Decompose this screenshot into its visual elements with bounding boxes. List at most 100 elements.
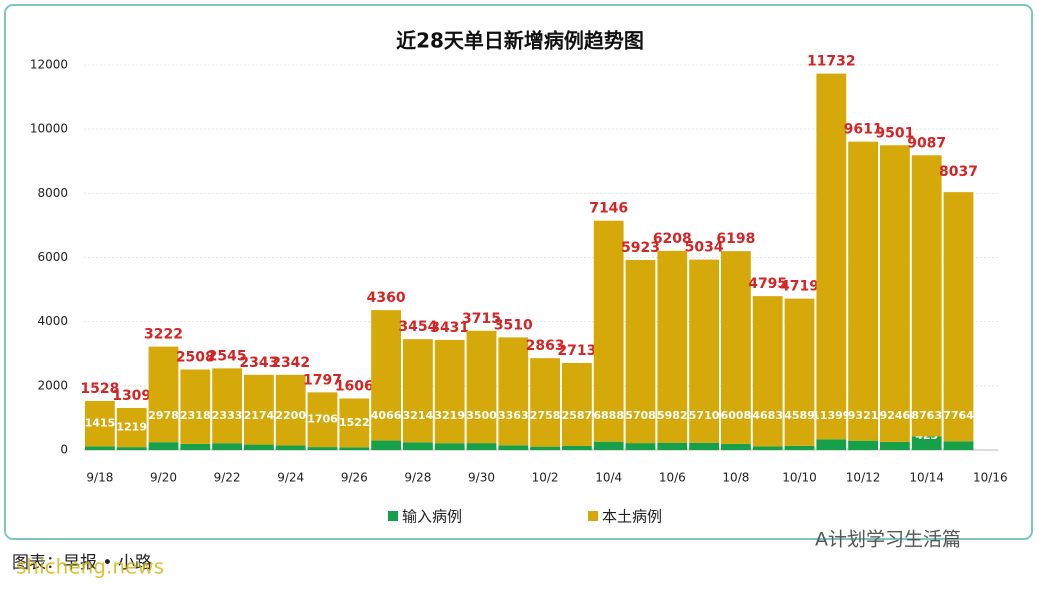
total-label: 2713 [557,343,596,359]
total-label: 9611 [844,122,883,138]
value-label: 5708 [625,409,656,422]
bar-segment [816,439,847,450]
y-tick-label: 4000 [37,314,68,328]
bar-segment [530,446,560,450]
total-label: 8037 [939,164,978,180]
bar-segment [911,436,942,450]
value-label: 3500 [466,409,497,422]
total-label: 9501 [875,125,914,141]
bar-segment [625,443,656,450]
bar-segment [403,442,433,450]
bar-segment [339,447,370,450]
value-label: 6008 [721,409,752,422]
bar-segment [498,445,529,450]
total-label: 2342 [271,355,310,371]
y-tick-label: 0 [60,443,68,457]
bar-segment [180,369,211,444]
value-label: 2174 [244,409,275,422]
bar-segment [752,446,783,450]
value-label: 5710 [689,409,720,422]
bar-segment [116,408,147,448]
value-label: 5982 [657,409,688,422]
total-label: 4795 [748,276,787,292]
value-label: 1706 [307,413,338,426]
y-tick-label: 8000 [37,186,68,200]
total-label: 6208 [653,231,692,247]
total-label: 2343 [239,355,278,371]
bar-segment [880,441,910,450]
value-label: 8763 [911,409,942,422]
total-label: 9087 [907,135,946,151]
value-label: 2318 [180,409,211,422]
bar-segment [85,446,115,450]
x-tick-label: 10/14 [909,471,944,485]
value-label: 7764 [943,409,974,422]
bar-segment [85,400,115,447]
value-label: 6888 [593,409,624,422]
bar-segment [848,440,878,450]
value-label: 3363 [498,409,529,422]
bar-segment [244,374,274,445]
value-label: 4683 [752,409,783,422]
watermark: A计划学习生活篇 [815,529,961,551]
total-label: 5923 [621,240,660,256]
total-label: 2508 [176,350,215,366]
bar-segment [403,339,433,443]
value-label: 9321 [848,409,879,422]
bar-segment [593,441,624,450]
legend-swatch [588,511,598,521]
value-label: 2978 [148,409,179,422]
value-label: 3219 [434,409,465,422]
x-tick-label: 9/18 [86,471,113,485]
total-label: 3510 [494,317,533,333]
x-tick-label: 10/12 [846,471,881,485]
value-label: 1522 [339,416,370,429]
bar-segment [562,445,592,450]
watermark: shicheng.news [16,555,164,579]
legend-label: 输入病例 [402,508,462,526]
bar-segment [880,145,910,442]
total-label: 5034 [685,240,724,256]
bar-segment [593,220,624,442]
total-label: 3454 [398,319,437,335]
x-tick-label: 9/26 [341,471,368,485]
bar-segment [530,358,560,447]
value-label: 2587 [562,409,593,422]
bar-segment [657,442,688,450]
x-tick-label: 9/30 [468,471,495,485]
x-tick-label: 9/20 [150,471,177,485]
x-tick-label: 10/10 [782,471,817,485]
x-tick-label: 10/8 [722,471,749,485]
value-label: 4589 [784,409,815,422]
bar-segment [911,155,942,437]
x-tick-label: 10/16 [973,471,1008,485]
legend-swatch [388,511,398,521]
legend-label: 本土病例 [602,508,662,526]
bar-segment [148,442,179,450]
total-label: 2545 [208,348,247,364]
value-label: 11399 [812,409,850,422]
total-label: 2863 [526,338,565,354]
bar-segment [180,443,211,450]
y-tick-label: 12000 [30,58,68,72]
bar-segment [689,259,719,443]
bar-segment [625,259,656,444]
value-label: 1415 [85,417,116,430]
bar-segment [562,362,592,446]
total-label: 3222 [144,327,183,343]
value-label: 9246 [880,409,911,422]
bar-segment [212,368,242,444]
x-tick-label: 10/4 [595,471,622,485]
total-label: 6198 [716,231,755,247]
value-label: 3214 [403,409,434,422]
total-label: 1606 [335,378,374,394]
bar-segment [148,346,179,443]
bar-segment [848,141,878,441]
x-tick-label: 9/28 [404,471,431,485]
bar-segment [371,440,401,450]
total-label: 3431 [430,320,469,336]
total-label: 4719 [780,279,819,295]
bar-segment [689,442,719,450]
bar-segment [244,444,274,450]
